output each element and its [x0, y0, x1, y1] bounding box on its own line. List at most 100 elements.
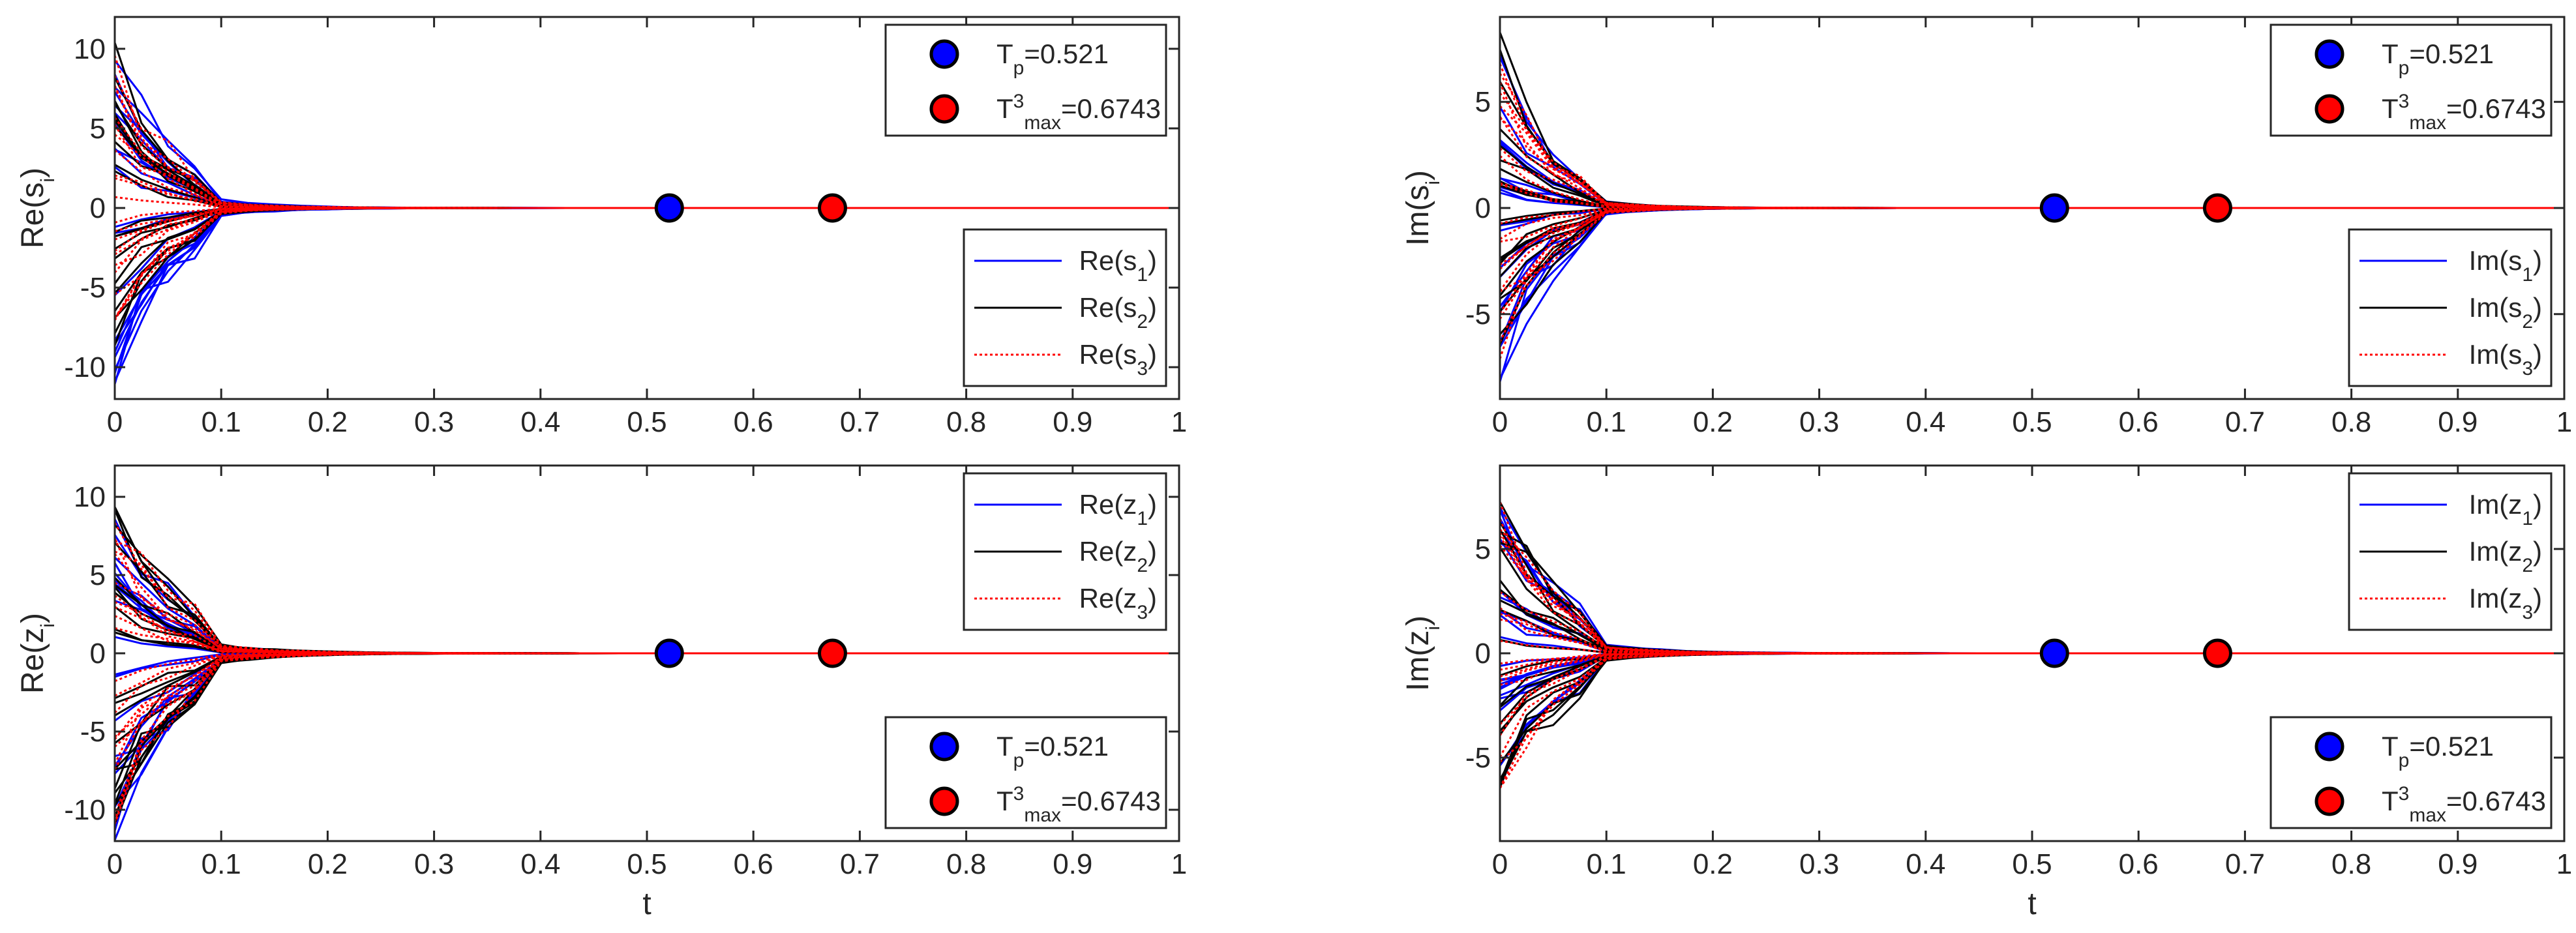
- x-tick-label: 0.5: [2012, 406, 2052, 438]
- legend-marker-icon: [929, 732, 959, 762]
- x-tick-label: 0.6: [734, 848, 773, 880]
- y-tick-label: 5: [90, 559, 106, 591]
- x-tick-label: 0.7: [840, 848, 880, 880]
- x-tick-label: 0.6: [2119, 848, 2159, 880]
- legend-entry-label: Re(z2): [1079, 536, 1157, 576]
- legend-marker-icon: [929, 39, 959, 69]
- marker-legend: Tp=0.521 T3max=0.6743: [884, 716, 1167, 829]
- x-tick-label: 0.4: [1906, 406, 1945, 438]
- y-tick-label: 0: [1475, 638, 1491, 670]
- y-tick-label: -5: [1465, 742, 1491, 774]
- legend-entry-label: Re(s1): [1079, 245, 1157, 286]
- marker-tmax3: [817, 638, 847, 668]
- x-tick-label: 0.7: [2225, 848, 2265, 880]
- legend-marker-icon: [2314, 39, 2344, 69]
- x-tick-label: 0.9: [1053, 848, 1092, 880]
- series-line-rez3: [115, 539, 1179, 655]
- x-tick-label: 0.2: [1693, 848, 1733, 880]
- chart-panel-re_z: 0 0.1 0.2 0.3 0.4 0.5 0.6 0.7 0.8 0.9 1 -10 -5 0 5 10 Re…: [16, 464, 1187, 921]
- x-tick-label: 0.6: [2119, 406, 2159, 438]
- x-tick-label: 0.1: [1587, 848, 1626, 880]
- x-tick-label: 0: [107, 848, 123, 880]
- series-legend: Re(s1) Re(s2) Re(s3): [963, 228, 1167, 387]
- x-tick-label: 0.9: [1053, 406, 1092, 438]
- x-tick-label: 0.9: [2438, 848, 2478, 880]
- series-group: [1500, 501, 2564, 789]
- legend-marker-icon: [929, 94, 959, 124]
- legend-entry-label: Re(z1): [1079, 489, 1157, 529]
- y-tick-label: 5: [90, 113, 106, 145]
- legend-entry-label: Re(z3): [1079, 583, 1157, 623]
- legend-entry-label: T3max=0.6743: [2382, 91, 2546, 134]
- x-tick-label: 0.1: [202, 848, 241, 880]
- y-axis-label: Re(si): [16, 168, 59, 248]
- x-tick-label: 0.8: [946, 848, 986, 880]
- x-tick-label: 0.5: [627, 406, 666, 438]
- y-tick-label: 5: [1475, 86, 1491, 118]
- series-legend: Im(z1) Im(z2) Im(z3): [2348, 472, 2553, 631]
- x-tick-label: 0: [107, 406, 123, 438]
- y-tick-label: -5: [80, 716, 106, 748]
- legend-entry-label: Tp=0.521: [996, 731, 1109, 771]
- x-tick-label: 0.2: [308, 406, 348, 438]
- legend-entry-label: Tp=0.521: [2382, 731, 2494, 771]
- legend-entry-label: T3max=0.6743: [996, 91, 1161, 134]
- x-tick-label: 1: [1171, 848, 1187, 880]
- x-tick-label: 1: [2556, 848, 2572, 880]
- x-tick-label: 0: [1492, 406, 1508, 438]
- x-tick-label: 0.1: [1587, 406, 1626, 438]
- marker-tmax3: [2202, 638, 2232, 668]
- x-tick-label: 0: [1492, 848, 1508, 880]
- legend-marker-icon: [929, 786, 959, 816]
- x-tick-label: 0.7: [840, 406, 880, 438]
- marker-tmax3: [817, 193, 847, 223]
- legend-marker-icon: [2314, 732, 2344, 762]
- x-tick-label: 0.4: [1906, 848, 1945, 880]
- marker-tp: [2039, 638, 2069, 668]
- legend-entry-label: T3max=0.6743: [2382, 783, 2546, 826]
- y-tick-label: -5: [1465, 299, 1491, 331]
- legend-marker-icon: [2314, 786, 2344, 816]
- marker-legend: Tp=0.521 T3max=0.6743: [2269, 23, 2553, 137]
- series-group: [1500, 32, 2564, 383]
- x-tick-label: 0.3: [414, 848, 454, 880]
- legend-entry-label: Tp=0.521: [2382, 38, 2494, 79]
- legend-entry-label: Im(z1): [2469, 489, 2542, 529]
- y-tick-label: -5: [80, 272, 106, 304]
- legend-marker-icon: [2314, 94, 2344, 124]
- y-tick-label: 10: [74, 481, 106, 513]
- marker-tp: [2039, 193, 2069, 223]
- x-tick-label: 0.6: [734, 406, 773, 438]
- marker-tp: [654, 638, 684, 668]
- series-line-res3: [115, 207, 1179, 319]
- marker-legend: Tp=0.521 T3max=0.6743: [2269, 716, 2553, 829]
- legend-entry-label: Im(s2): [2469, 292, 2542, 333]
- x-tick-label: 0.3: [414, 406, 454, 438]
- series-legend: Im(s1) Im(s2) Im(s3): [2348, 228, 2553, 387]
- marker-legend: Tp=0.521 T3max=0.6743: [884, 23, 1167, 137]
- chart-panel-re_s: 0 0.1 0.2 0.3 0.4 0.5 0.6 0.7 0.8 0.9 1 -10 -5 0 5 10 Re…: [16, 16, 1187, 438]
- x-axis-label: t: [642, 887, 651, 921]
- chart-panel-im_s: 0 0.1 0.2 0.3 0.4 0.5 0.6 0.7 0.8 0.9 1 -5 0 5 Im(si) T…: [1401, 16, 2572, 438]
- y-tick-label: -10: [64, 351, 106, 383]
- y-axis-label: Re(zi): [16, 613, 59, 694]
- y-axis-label: Im(si): [1401, 170, 1444, 246]
- x-tick-label: 0.9: [2438, 406, 2478, 438]
- legend-entry-label: Im(z3): [2469, 583, 2542, 623]
- x-tick-label: 0.1: [202, 406, 241, 438]
- legend-entry-label: Re(s2): [1079, 292, 1157, 333]
- legend-entry-label: Re(s3): [1079, 339, 1157, 379]
- x-tick-label: 0.8: [946, 406, 986, 438]
- y-tick-label: -10: [64, 794, 106, 826]
- x-tick-label: 1: [2556, 406, 2572, 438]
- series-line-imz3: [1500, 613, 2564, 655]
- x-tick-label: 0.2: [308, 848, 348, 880]
- y-tick-label: 10: [74, 33, 106, 65]
- x-tick-label: 0.8: [2331, 848, 2371, 880]
- legend-entry-label: Im(s1): [2469, 245, 2542, 286]
- x-tick-label: 0.3: [1799, 848, 1839, 880]
- x-tick-label: 0.3: [1799, 406, 1839, 438]
- series-line-ims3: [1500, 147, 2564, 209]
